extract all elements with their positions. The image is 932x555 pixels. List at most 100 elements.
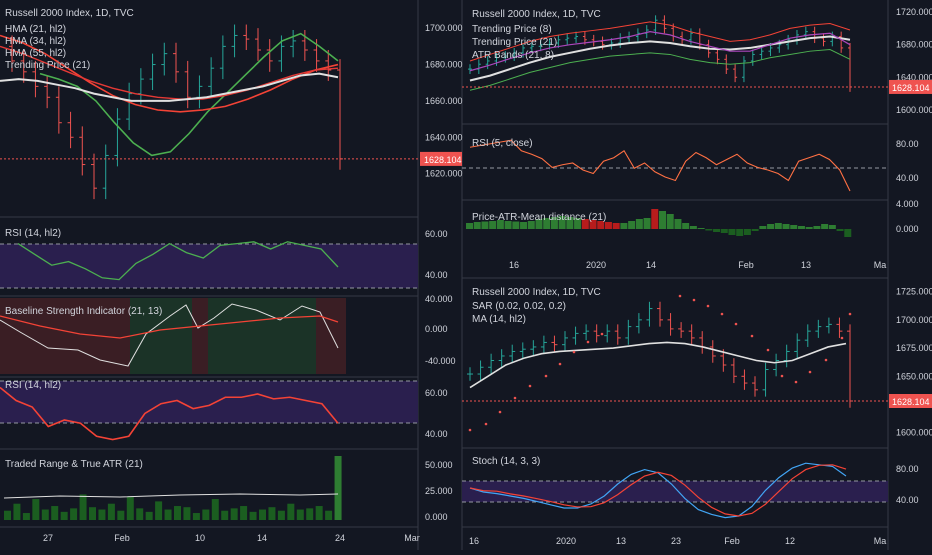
rt-legend: ATR Bands (21, 8) bbox=[472, 50, 554, 61]
rt-x-tick: 14 bbox=[646, 260, 656, 270]
pamd-bar bbox=[574, 218, 582, 229]
x-tick-label: 10 bbox=[195, 533, 205, 543]
stoch-d-line bbox=[469, 464, 847, 517]
trending-price-line bbox=[0, 72, 339, 102]
legend-entry: HMA (34, hl2) bbox=[5, 36, 66, 47]
rsi2-label: RSI (14, hl2) bbox=[5, 380, 61, 391]
pamd-bar bbox=[543, 218, 551, 229]
bsi-tick: 0.000 bbox=[425, 324, 448, 334]
atr-bar bbox=[107, 503, 115, 520]
bsi-tick: -40.000 bbox=[425, 356, 456, 366]
atr-bar bbox=[325, 510, 333, 520]
rt-price-tick: 1680.000 bbox=[896, 40, 932, 50]
pamd-bar bbox=[589, 220, 597, 229]
sar-dot bbox=[720, 312, 724, 316]
sar-dot bbox=[848, 312, 852, 316]
atr-bar bbox=[296, 509, 304, 520]
pamd-bar bbox=[604, 222, 612, 229]
pamd-bar bbox=[728, 229, 736, 235]
stoch-label: Stoch (14, 3, 3) bbox=[472, 456, 540, 467]
pamd-bar bbox=[612, 223, 620, 229]
rb-x-tick: 23 bbox=[671, 536, 681, 546]
legend-entry: Trending Price (21) bbox=[5, 60, 90, 71]
pamd-bar bbox=[643, 218, 651, 229]
atr-bar bbox=[164, 509, 172, 520]
pamd-bar bbox=[844, 229, 852, 237]
atr-bar bbox=[22, 513, 30, 520]
sar-dot bbox=[600, 332, 604, 336]
rb-x-tick: 16 bbox=[469, 536, 479, 546]
pamd-bar bbox=[566, 217, 574, 229]
pamd-bar bbox=[736, 229, 744, 236]
pamd-bar bbox=[713, 229, 721, 232]
atr-bar bbox=[145, 511, 153, 520]
rsi1-tick: 60.00 bbox=[425, 229, 448, 239]
rsi2-tick: 40.00 bbox=[425, 429, 448, 439]
stoch-tick: 40.00 bbox=[896, 495, 919, 505]
pamd-bar bbox=[674, 219, 682, 229]
price-tick-label: 1620.000 bbox=[425, 169, 463, 179]
true-atr-line bbox=[3, 493, 339, 499]
pamd-bar bbox=[666, 214, 674, 229]
rb-price-tick: 1600.000 bbox=[896, 428, 932, 438]
pamd-bar bbox=[720, 229, 728, 233]
pamd-bar bbox=[527, 221, 535, 229]
atr-bar bbox=[249, 511, 257, 520]
rsi1-tick: 40.00 bbox=[425, 270, 448, 280]
rt-last-price-tag bbox=[889, 79, 932, 94]
rt-x-tick: 2020 bbox=[586, 260, 606, 270]
pamd-tick: 4.000 bbox=[896, 199, 919, 209]
rsi2-band bbox=[0, 381, 418, 423]
rb-price-tick: 1700.000 bbox=[896, 315, 932, 325]
bsi-line bbox=[0, 303, 339, 367]
price-tick-label: 1680.000 bbox=[425, 60, 463, 70]
sar-dot bbox=[484, 422, 488, 426]
x-tick-label: 14 bbox=[257, 533, 267, 543]
last-price-label: 1628.104 bbox=[424, 155, 462, 165]
rsi2-tick: 60.00 bbox=[425, 388, 448, 398]
sar-dot bbox=[780, 374, 784, 378]
pamd-bar bbox=[821, 224, 829, 229]
pamd-bar bbox=[489, 221, 497, 229]
atr-bar bbox=[98, 509, 106, 520]
rsi1-line bbox=[17, 241, 339, 281]
pamd-bar bbox=[558, 216, 566, 229]
sar-dot bbox=[558, 362, 562, 366]
rt-price-tick: 1600.000 bbox=[896, 105, 932, 115]
pamd-bar bbox=[689, 226, 697, 229]
atr-tick: 25.000 bbox=[425, 486, 453, 496]
pamd-bar bbox=[759, 226, 767, 229]
rb-last-price-label: 1628.104 bbox=[892, 397, 930, 407]
hma21-line bbox=[39, 32, 339, 157]
hma34-line bbox=[0, 34, 339, 113]
sar-dot bbox=[498, 410, 502, 414]
pamd-bar bbox=[550, 217, 558, 229]
atr-bar bbox=[60, 511, 68, 520]
rt-price-tick: 1720.000 bbox=[896, 7, 932, 17]
rt-last-price-label: 1628.104 bbox=[892, 83, 930, 93]
legend-entry: HMA (55, hl2) bbox=[5, 48, 66, 59]
pamd-bar bbox=[682, 223, 690, 229]
rsi1-label: RSI (14, hl2) bbox=[5, 228, 61, 239]
x-tick-label: 27 bbox=[43, 533, 53, 543]
pamd-bar bbox=[581, 219, 589, 229]
rsi2-line bbox=[0, 386, 339, 441]
bsi-bg-red bbox=[316, 298, 346, 374]
rt-x-tick: Feb bbox=[738, 260, 754, 270]
rb-x-tick: 12 bbox=[785, 536, 795, 546]
rb-x-tick: Ma bbox=[874, 536, 887, 546]
chart-title: Russell 2000 Index, 1D, TVC bbox=[5, 8, 134, 19]
atr-bar bbox=[79, 494, 87, 520]
atr-tick: 0.000 bbox=[425, 512, 448, 522]
rb-ma-line bbox=[469, 341, 847, 389]
rb-price-tick: 1675.000 bbox=[896, 343, 932, 353]
hma55-line bbox=[0, 45, 339, 100]
atr-bar bbox=[221, 510, 229, 520]
pamd-bar bbox=[790, 225, 798, 229]
atr-bar bbox=[89, 507, 96, 520]
rb-title: Russell 2000 Index, 1D, TVC bbox=[472, 287, 601, 298]
sar-dot bbox=[544, 374, 548, 378]
rb-legend: MA (14, hl2) bbox=[472, 314, 526, 325]
sar-dot bbox=[678, 294, 682, 298]
